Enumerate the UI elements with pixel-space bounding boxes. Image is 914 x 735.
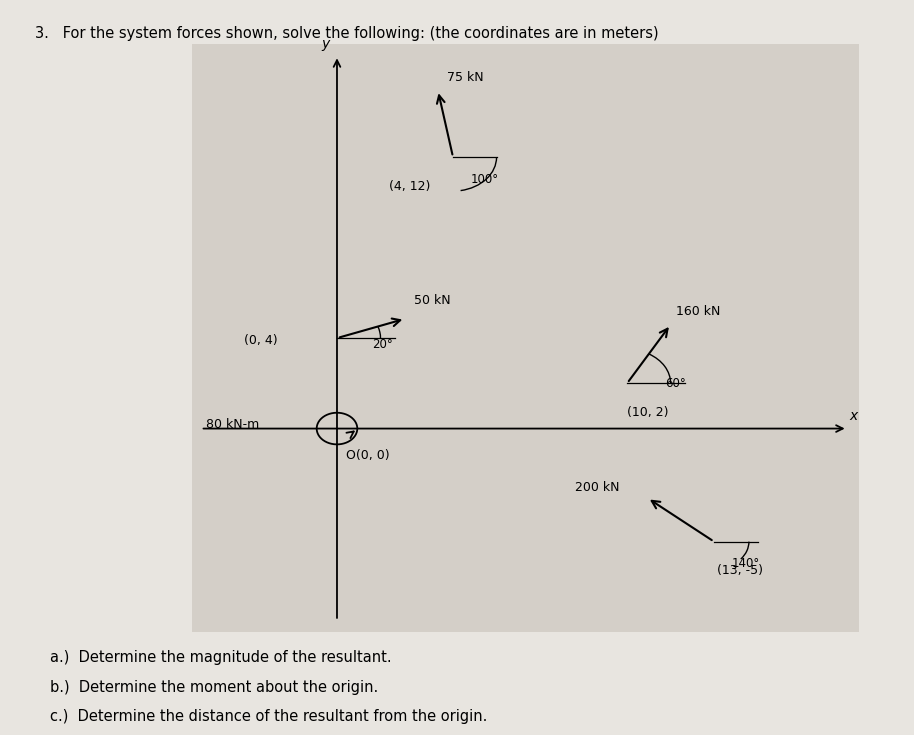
- Text: 160 kN: 160 kN: [676, 305, 721, 318]
- Text: (0, 4): (0, 4): [244, 334, 278, 347]
- Text: a.)  Determine the magnitude of the resultant.: a.) Determine the magnitude of the resul…: [50, 650, 392, 665]
- Text: O(0, 0): O(0, 0): [345, 449, 389, 462]
- Text: 50 kN: 50 kN: [414, 295, 451, 307]
- Text: x: x: [849, 409, 857, 423]
- Text: 100°: 100°: [471, 173, 498, 186]
- Text: c.)  Determine the distance of the resultant from the origin.: c.) Determine the distance of the result…: [50, 709, 488, 724]
- Text: y: y: [321, 37, 330, 51]
- Text: (4, 12): (4, 12): [389, 180, 430, 193]
- Text: b.)  Determine the moment about the origin.: b.) Determine the moment about the origi…: [50, 680, 378, 695]
- Text: 200 kN: 200 kN: [575, 481, 620, 493]
- Text: (13, -5): (13, -5): [717, 564, 763, 577]
- Text: (10, 2): (10, 2): [627, 406, 668, 419]
- Text: 140°: 140°: [731, 557, 760, 570]
- Text: 75 kN: 75 kN: [447, 71, 484, 84]
- Text: 60°: 60°: [664, 376, 686, 390]
- Text: 20°: 20°: [372, 338, 392, 351]
- Text: 3.   For the system forces shown, solve the following: (the coordinates are in m: 3. For the system forces shown, solve th…: [35, 26, 658, 40]
- Text: 80 kN-m: 80 kN-m: [207, 417, 260, 431]
